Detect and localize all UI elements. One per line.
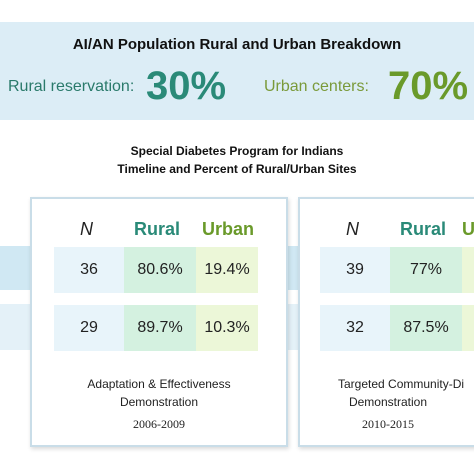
rural-reservation-value: 30%	[146, 64, 227, 108]
panel-years: 2006-2009	[133, 417, 185, 431]
cell-urban: 19.4%	[196, 247, 258, 293]
panel-caption-line1: Targeted Community-Di	[338, 377, 465, 391]
header-n: N	[346, 219, 359, 239]
cell-urban: 10.3%	[196, 305, 258, 351]
cell-rural: 80.6%	[124, 247, 196, 293]
header-n: N	[80, 219, 93, 239]
panel-targeted-community: N Rural U 39 77% 32 87.5% Targeted Commu…	[298, 197, 474, 447]
cell-n: 32	[320, 305, 390, 351]
cell-n: 36	[54, 247, 124, 293]
program-title: Special Diabetes Program for Indians	[130, 144, 344, 158]
population-banner: AI/AN Population Rural and Urban Breakdo…	[0, 22, 474, 120]
panel-years: 2010-2015	[362, 417, 414, 431]
header-urban: U	[462, 219, 474, 239]
panel-caption-line1: Adaptation & Effectiveness	[87, 377, 231, 391]
header-urban: Urban	[202, 219, 255, 239]
cell-urban	[462, 247, 474, 293]
header-rural: Rural	[134, 219, 181, 239]
banner-stats: Rural reservation: 30% Urban centers: 70…	[0, 64, 474, 112]
header-rural: Rural	[400, 219, 447, 239]
cell-n: 29	[54, 305, 124, 351]
panel-caption-line2: Demonstration	[119, 395, 199, 409]
cell-urban	[462, 305, 474, 351]
rural-reservation-label: Rural reservation:	[8, 78, 135, 95]
banner-title: AI/AN Population Rural and Urban Breakdo…	[72, 36, 402, 53]
urban-centers-value: 70%	[388, 64, 469, 108]
urban-centers-label: Urban centers:	[264, 78, 369, 95]
panel-caption-line2: Demonstration	[348, 395, 428, 409]
panel-adaptation-effectiveness: N Rural Urban 36 80.6% 19.4% 29 89.7% 10…	[30, 197, 288, 447]
cell-rural: 89.7%	[124, 305, 196, 351]
cell-n: 39	[320, 247, 390, 293]
cell-rural: 87.5%	[390, 305, 462, 351]
timeline-title: Timeline and Percent of Rural/Urban Site…	[117, 162, 357, 176]
cell-rural: 77%	[390, 247, 462, 293]
